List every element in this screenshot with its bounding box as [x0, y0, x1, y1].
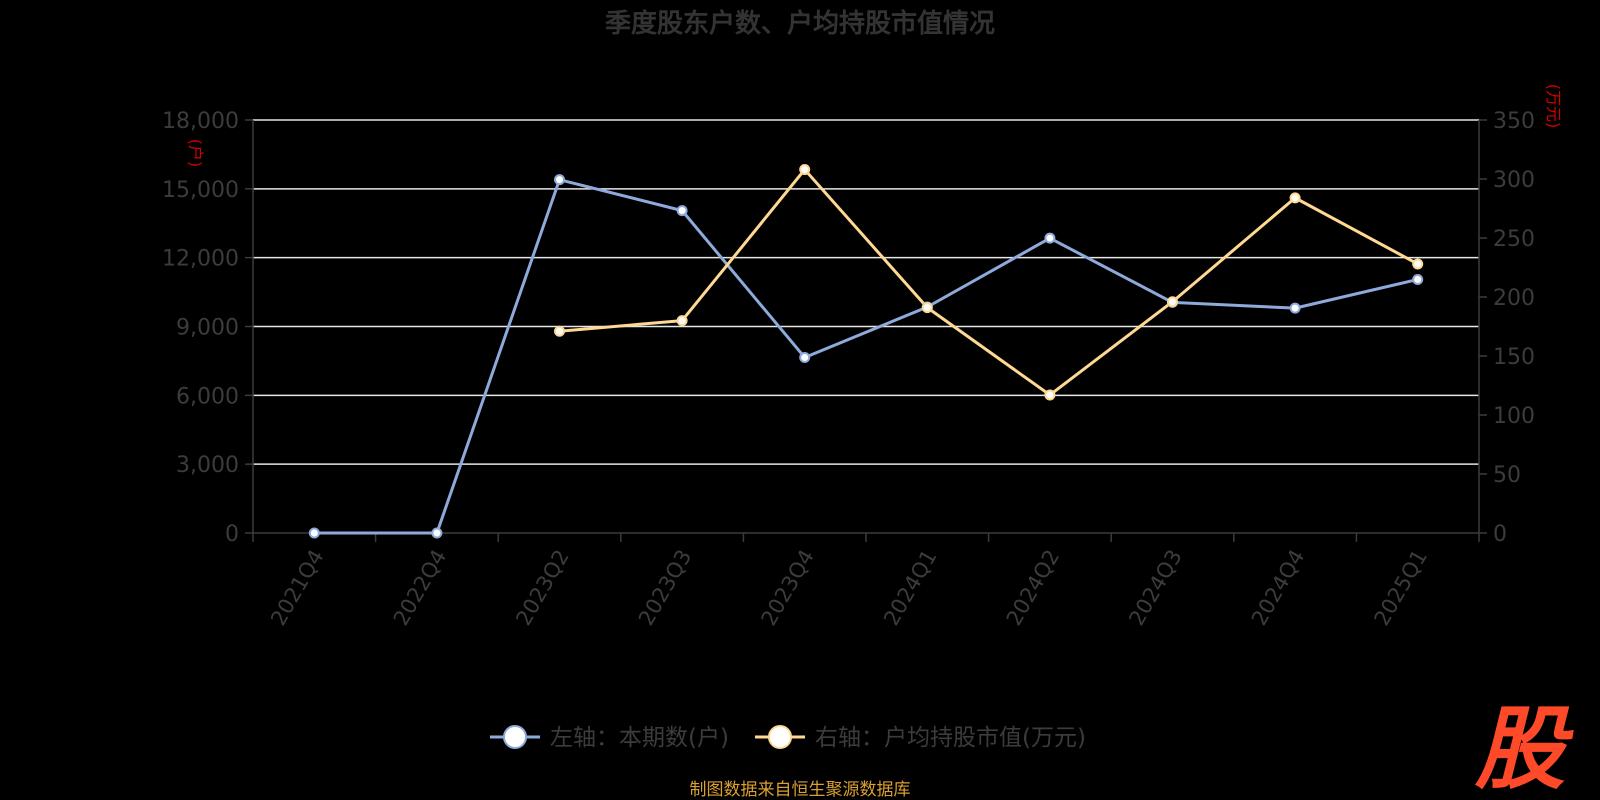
- left-series-point[interactable]: [554, 174, 565, 186]
- right-series-line: [559, 168, 1419, 397]
- logo: 股: [1474, 697, 1574, 800]
- x-tick-label: 2021Q4: [266, 546, 328, 630]
- left-series-point[interactable]: [799, 351, 811, 363]
- x-tick-label: 2025Q1: [1370, 546, 1432, 630]
- right-series-point[interactable]: [799, 164, 811, 176]
- right-series-point[interactable]: [1044, 389, 1056, 401]
- x-tick-label: 2024Q1: [879, 546, 941, 630]
- right-tick-label: 50: [1493, 463, 1521, 488]
- right-tick-label: 0: [1493, 522, 1507, 547]
- right-axis-unit: (万元): [1544, 84, 1563, 129]
- left-axis-unit: (户): [186, 139, 205, 168]
- legend-right-marker: [768, 725, 792, 749]
- right-tick-label: 250: [1493, 227, 1535, 252]
- right-tick-label: 150: [1493, 345, 1535, 370]
- legend-left-marker: [503, 725, 527, 749]
- left-series-point[interactable]: [676, 205, 688, 217]
- right-tick-label: 100: [1493, 404, 1535, 429]
- series: [308, 164, 1424, 539]
- legend-left-label: 左轴：本期数(户): [550, 725, 729, 751]
- left-series-point[interactable]: [1412, 273, 1424, 285]
- x-tick-label: 2023Q3: [634, 546, 696, 630]
- x-tick-label: 2023Q4: [757, 546, 819, 630]
- legend-right-label: 右轴：户均持股市值(万元): [815, 725, 1086, 751]
- left-tick-label: 3,000: [176, 453, 239, 478]
- right-series-point[interactable]: [1412, 258, 1424, 270]
- x-axis-ticks: 2021Q4 2022Q4 2023Q2 2023Q3 2023Q4 2024Q1 2024…: [252, 533, 1480, 630]
- right-tick-label: 200: [1493, 286, 1535, 311]
- left-tick-label: 9,000: [176, 316, 239, 341]
- legend-item-right[interactable]: 右轴：户均持股市值(万元): [755, 725, 1086, 751]
- left-series-line: [314, 178, 1419, 535]
- left-axis-ticks: 0 3,000 6,000 9,000 12,000 15,000 18,000: [162, 109, 253, 547]
- x-tick-label: 2024Q4: [1247, 546, 1309, 630]
- x-tick-label: 2023Q2: [511, 546, 573, 630]
- left-series-point[interactable]: [308, 527, 320, 539]
- right-axis-ticks: 0 50 100 150 200 250 300 350: [1479, 109, 1535, 547]
- right-tick-label: 300: [1493, 168, 1535, 193]
- right-series-point[interactable]: [554, 325, 565, 337]
- x-tick-label: 2024Q2: [1002, 546, 1064, 630]
- legend: 左轴：本期数(户) 右轴：户均持股市值(万元): [490, 725, 1086, 751]
- right-series-point[interactable]: [1167, 296, 1178, 308]
- left-series-point[interactable]: [1289, 302, 1301, 314]
- chart-title: 季度股东户数、户均持股市值情况: [605, 8, 995, 39]
- right-series-point[interactable]: [1289, 192, 1301, 204]
- source-note: 制图数据来自恒生聚源数据库: [690, 780, 911, 800]
- right-tick-label: 350: [1493, 109, 1535, 134]
- x-tick-label: 2024Q3: [1124, 546, 1186, 630]
- right-series-point[interactable]: [676, 315, 688, 327]
- x-tick-label: 2022Q4: [389, 546, 451, 630]
- left-series-point[interactable]: [431, 527, 443, 539]
- left-tick-label: 18,000: [162, 109, 239, 134]
- left-tick-label: 15,000: [162, 178, 239, 203]
- right-series-point[interactable]: [921, 302, 933, 314]
- left-series-point[interactable]: [1044, 232, 1056, 244]
- grid-lines: [253, 119, 1479, 465]
- left-tick-label: 12,000: [162, 247, 239, 272]
- legend-item-left[interactable]: 左轴：本期数(户): [490, 725, 729, 751]
- left-tick-label: 0: [225, 522, 239, 547]
- left-tick-label: 6,000: [176, 384, 239, 409]
